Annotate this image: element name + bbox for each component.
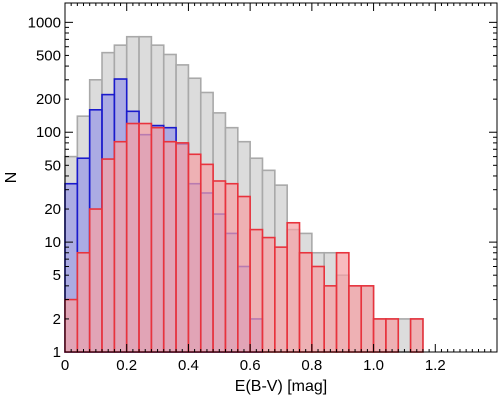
histogram-bar (249, 228, 264, 353)
tick-labels-layer: 0 0.2 0.4 0.6 0.8 1.0 1.2 1 2 5 10 20 50 100 200 500 100… (28, 14, 446, 374)
histogram-bar (311, 265, 326, 353)
y-tick-label: 1 (53, 344, 61, 361)
y-tick-label: 200 (36, 91, 61, 108)
histogram-bar (409, 318, 424, 353)
histogram-bar (88, 208, 103, 353)
y-axis-title: N (3, 172, 20, 184)
histogram-bar (286, 221, 301, 353)
histogram-bar (138, 122, 153, 353)
y-tick-label: 10 (44, 234, 61, 251)
x-tick-label: 1.0 (363, 357, 384, 374)
histogram-bar (76, 251, 91, 353)
histogram-bar (348, 285, 363, 353)
histogram-bar (187, 153, 202, 353)
x-tick-label: 1.2 (425, 357, 446, 374)
x-tick-label: 0.6 (240, 357, 261, 374)
y-tick-label: 2 (53, 311, 61, 328)
y-tick-label: 1000 (28, 14, 61, 31)
histogram-bar (175, 142, 190, 353)
histogram-bar (212, 180, 227, 353)
histogram-bar (113, 140, 128, 353)
histogram-bar (323, 285, 338, 353)
x-tick-label: 0.4 (178, 357, 199, 374)
bars-layer (64, 35, 424, 353)
histogram-bar (372, 318, 387, 353)
histogram-bar (335, 251, 350, 353)
histogram-bar (150, 126, 165, 353)
y-tick-label: 20 (44, 201, 61, 218)
histogram-bar (237, 195, 251, 353)
histogram-bar (397, 318, 412, 353)
histogram-bar (64, 298, 79, 353)
histogram-bar (199, 163, 214, 353)
histogram-bar (261, 236, 276, 353)
histogram-bar (162, 140, 177, 353)
y-tick-label: 500 (36, 47, 61, 64)
histogram-bar (298, 251, 313, 353)
ticks-layer (64, 3, 498, 353)
y-tick-label: 50 (44, 157, 61, 174)
histogram-bar (224, 182, 239, 353)
histogram-bar (101, 158, 116, 353)
histogram-bar (360, 285, 375, 353)
x-tick-label: 0.2 (116, 357, 137, 374)
y-tick-label: 100 (36, 124, 61, 141)
x-axis-title: E(B-V) [mag] (235, 378, 327, 395)
histogram-bar (125, 122, 140, 353)
x-tick-label: 0.8 (301, 357, 322, 374)
histogram-bar (274, 246, 288, 353)
histogram-bar (385, 318, 400, 353)
y-tick-label: 5 (53, 267, 61, 284)
x-tick-label: 0 (61, 357, 69, 374)
